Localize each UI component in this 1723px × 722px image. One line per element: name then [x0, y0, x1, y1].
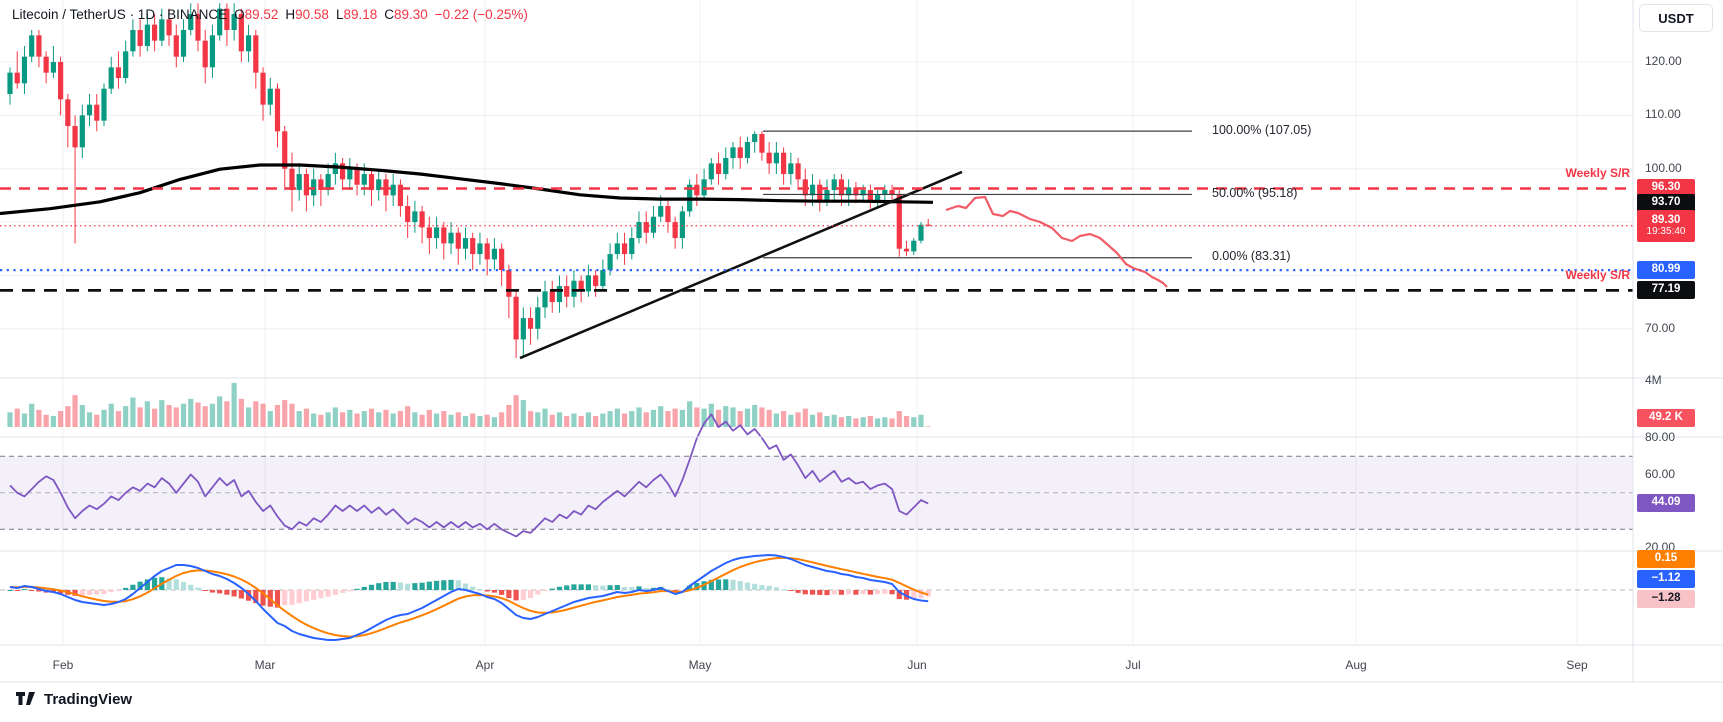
fib-label-100[interactable]: 100.00% (107.05) — [1212, 123, 1312, 137]
last-price-value: 89.30 — [1651, 213, 1681, 226]
forecast-projection-line[interactable] — [945, 195, 1168, 288]
month-label-may: May — [688, 658, 712, 672]
symbol-legend[interactable]: Litecoin / TetherUS · 1D · BINANCE O89.52… — [12, 7, 528, 22]
volume-bars — [7, 382, 931, 427]
tradingview-logo-text: TradingView — [44, 691, 133, 708]
rsi-scale-tick: 60.00 — [1645, 466, 1676, 481]
ma-price-badge: 93.70 — [1637, 194, 1695, 212]
sr-lower-price-badge: 77.19 — [1637, 281, 1695, 299]
candlesticks — [7, 3, 931, 359]
fib-retracement-lines[interactable] — [763, 130, 1192, 259]
sr-upper-price-badge: 96.30 — [1637, 179, 1695, 197]
month-label-sep: Sep — [1566, 658, 1588, 672]
tradingview-logo[interactable]: TradingView — [16, 691, 132, 708]
macd-line-badge: −1.12 — [1637, 570, 1695, 588]
macd-hist-badge: −1.28 — [1637, 590, 1695, 608]
macd-main-line[interactable] — [9, 554, 929, 641]
price-tick: 100.00 — [1645, 160, 1682, 175]
open-label: O — [234, 7, 245, 22]
high-value: 90.58 — [295, 7, 329, 22]
bar-countdown: 19:35:40 — [1646, 226, 1686, 238]
currency-toggle-button[interactable]: USDT — [1639, 4, 1713, 32]
fib-label-50[interactable]: 50.00% (95.18) — [1212, 186, 1298, 200]
weekly-sr-upper-label[interactable]: Weekly S/R — [1565, 166, 1630, 180]
tradingview-logo-icon — [16, 692, 35, 705]
last-price-badge: 89.30 19:35:40 — [1637, 210, 1695, 242]
low-value: 89.18 — [343, 7, 378, 22]
fib-label-0[interactable]: 0.00% (83.31) — [1212, 249, 1291, 263]
high-label: H — [285, 7, 296, 22]
rsi-value-badge: 44.09 — [1637, 494, 1695, 512]
macd-signal-badge: 0.15 — [1637, 550, 1695, 568]
price-tick: 120.00 — [1645, 54, 1682, 68]
macd-signal-line[interactable] — [9, 556, 929, 638]
low-label: L — [335, 7, 344, 22]
close-value: 89.30 — [394, 7, 428, 22]
price-tick: 110.00 — [1645, 107, 1681, 122]
close-label: C — [384, 7, 394, 22]
month-label-feb: Feb — [52, 658, 74, 672]
month-label-aug: Aug — [1345, 658, 1367, 672]
month-label-jul: Jul — [1125, 658, 1141, 672]
volume-value-badge: 49.2 K — [1637, 409, 1695, 427]
month-label-jun: Jun — [907, 658, 927, 672]
volume-scale-tick: 4M — [1645, 373, 1662, 387]
change-value: −0.22 (−0.25%) — [434, 7, 528, 22]
rsi-band — [0, 455, 1633, 530]
pane-dividers — [0, 0, 1723, 683]
month-label-apr: Apr — [475, 658, 495, 672]
open-value: 89.52 — [244, 7, 279, 22]
gridlines — [0, 0, 1633, 645]
rsi-scale-tick: 80.00 — [1645, 430, 1676, 444]
price-tick: 70.00 — [1645, 320, 1676, 335]
blue-level-badge: 80.99 — [1637, 261, 1695, 279]
rsi-line[interactable] — [9, 413, 929, 538]
ascending-trendline[interactable] — [519, 170, 963, 360]
moving-average-line[interactable] — [0, 163, 934, 216]
weekly-sr-lower-label[interactable]: Weekly S/R — [1565, 268, 1630, 282]
month-label-mar: Mar — [254, 658, 276, 672]
symbol-title[interactable]: Litecoin / TetherUS · 1D · BINANCE — [12, 7, 228, 22]
